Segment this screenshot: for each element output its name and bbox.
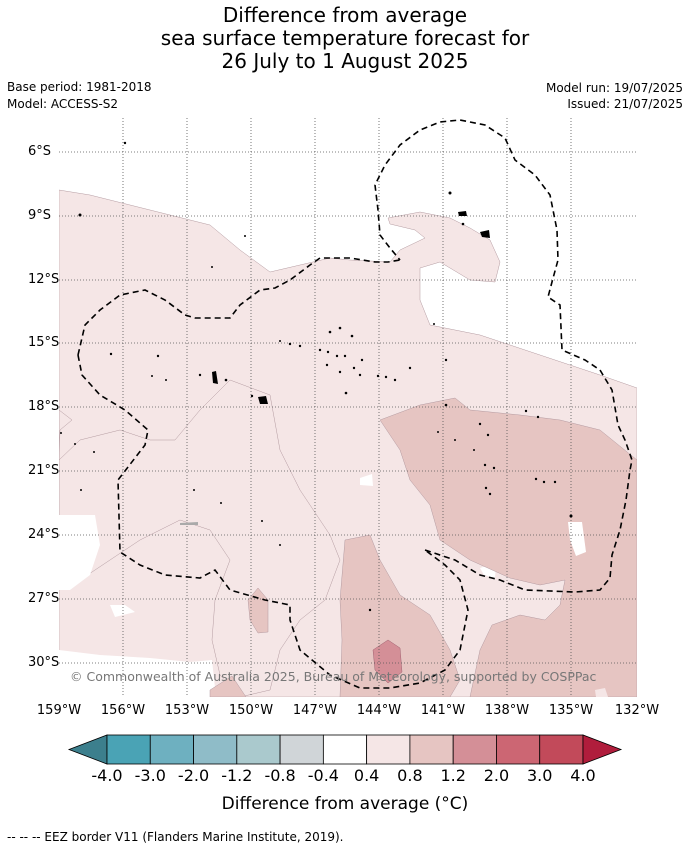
anomaly-region-medium	[209, 397, 637, 697]
colorbar-tick-label: 1.2	[440, 766, 466, 785]
colorbar-swatch	[149, 734, 194, 765]
map-title-line2: sea surface temperature forecast for	[160, 26, 530, 50]
lat-label: 21°S	[28, 463, 60, 478]
lat-label: 18°S	[28, 399, 60, 414]
copyright-notice: © Commonwealth of Australia 2025, Bureau…	[70, 669, 597, 684]
colorbar-swatch	[539, 734, 584, 765]
colorbar-tick-label: 0.8	[397, 766, 423, 785]
lon-label: 153°W	[164, 703, 210, 718]
issued-date: Issued: 21/07/2025	[567, 97, 683, 111]
map-title-line3: 26 July to 1 August 2025	[221, 49, 469, 73]
model-run: Model run: 19/07/2025	[545, 81, 683, 95]
lat-label: 9°S	[28, 208, 52, 223]
lat-label: 24°S	[28, 527, 60, 542]
eez-footnote: -- -- -- EEZ border V11 (Flanders Marine…	[7, 830, 344, 844]
colorbar-extend-low	[67, 734, 108, 765]
colorbar-tick-label: -2.0	[177, 766, 210, 785]
lat-label: 12°S	[28, 272, 60, 287]
colorbar-swatch	[279, 734, 324, 765]
colorbar-swatch	[496, 734, 541, 765]
model-name: Model: ACCESS-S2	[7, 97, 119, 111]
colorbar-tick-label: 2.0	[483, 766, 510, 785]
lat-label: 27°S	[28, 591, 60, 606]
colorbar-swatch	[106, 734, 151, 765]
lon-label: 144°W	[356, 703, 402, 718]
lon-label: 159°W	[36, 703, 82, 718]
lat-label: 6°S	[28, 144, 52, 159]
lon-label: 135°W	[548, 703, 594, 718]
lon-label: 141°W	[420, 703, 466, 718]
colorbar-swatch	[452, 734, 497, 765]
colorbar-swatch	[366, 734, 411, 765]
lon-label: 150°W	[228, 703, 274, 718]
lon-label: 138°W	[484, 703, 530, 718]
colorbar-tick-label: 4.0	[570, 766, 596, 785]
eez-border	[77, 119, 633, 689]
anomaly-layer	[59, 189, 637, 697]
gridlines	[59, 118, 637, 697]
colorbar-swatch	[322, 734, 368, 765]
colorbar-tick-label: -4.0	[91, 766, 123, 785]
colorbar-swatch	[409, 734, 454, 765]
islands	[60, 141, 573, 612]
lon-label: 132°W	[614, 703, 660, 718]
colorbar-tick-label: -0.4	[307, 766, 339, 785]
colorbar-tick-label: -3.0	[134, 766, 166, 785]
colorbar-swatch	[236, 734, 281, 765]
colorbar-tick-label: 0.4	[353, 766, 380, 785]
lat-label: 15°S	[28, 335, 60, 350]
colorbar-extend-high	[582, 734, 623, 765]
colorbar-tick-label: 3.0	[526, 766, 553, 785]
lon-label: 156°W	[100, 703, 146, 718]
colorbar-tick-label: -1.2	[221, 766, 253, 785]
anomaly-region-dark	[372, 639, 403, 684]
lon-label: 147°W	[292, 703, 338, 718]
lat-label: 30°S	[28, 655, 60, 670]
colorbar-tick-label: -0.8	[264, 766, 296, 785]
colorbar-swatch	[193, 734, 238, 765]
map-title-line1: Difference from average	[222, 3, 468, 27]
colorbar-title: Difference from average (°C)	[221, 794, 469, 814]
base-period: Base period: 1981-2018	[7, 80, 152, 94]
colorbar	[67, 734, 623, 765]
